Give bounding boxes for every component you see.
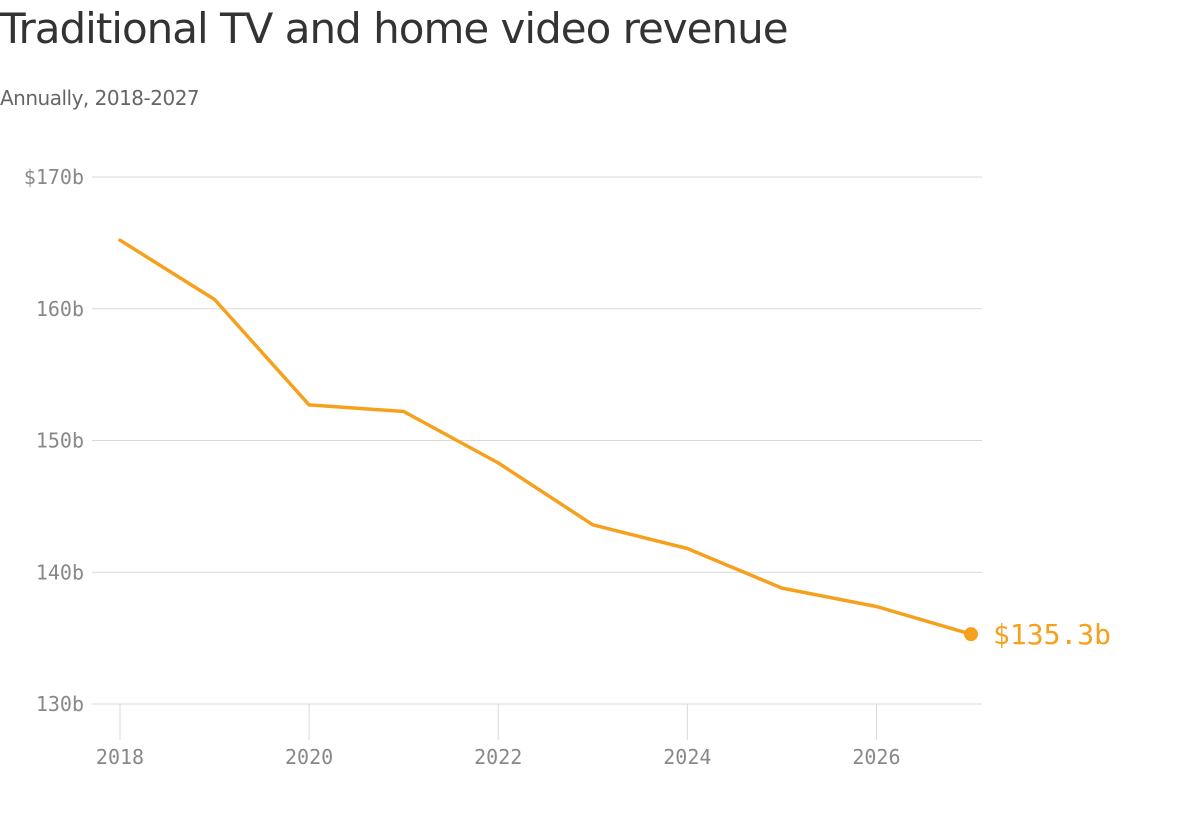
data-point-2026 <box>873 604 879 610</box>
data-point-2021 <box>401 409 407 415</box>
data-point-2018 <box>117 237 123 243</box>
series-group: $135.3b <box>117 237 1111 651</box>
y-tick-label: 140b <box>36 560 84 584</box>
data-point-2022 <box>495 460 501 466</box>
x-tick-label: 2018 <box>96 745 144 769</box>
y-tick-label: 130b <box>36 692 84 716</box>
y-tick-label: 150b <box>36 429 84 453</box>
x-tick-label: 2026 <box>852 745 900 769</box>
x-tick-label: 2022 <box>474 745 522 769</box>
y-tick-label: $170b <box>24 165 84 189</box>
data-point-2019 <box>212 297 218 303</box>
gridlines <box>92 176 982 705</box>
y-tick-label: 160b <box>36 297 84 321</box>
data-point-2020 <box>306 402 312 408</box>
x-tick-label: 2024 <box>663 745 711 769</box>
x-axis: 2018 2020 2022 2024 2026 <box>96 704 901 769</box>
data-point-2023 <box>590 522 596 528</box>
series-line-0 <box>118 238 973 636</box>
end-value-label: $135.3b <box>993 618 1111 651</box>
y-axis: 130b 140b 150b 160b $170b <box>24 165 84 716</box>
end-point-marker <box>964 627 978 642</box>
data-point-2024 <box>684 546 690 552</box>
x-tick-label: 2020 <box>285 745 333 769</box>
chart-title: Traditional TV and home video revenue <box>0 4 789 53</box>
chart-subtitle: Annually, 2018-2027 <box>0 86 200 110</box>
data-point-2025 <box>779 585 785 591</box>
